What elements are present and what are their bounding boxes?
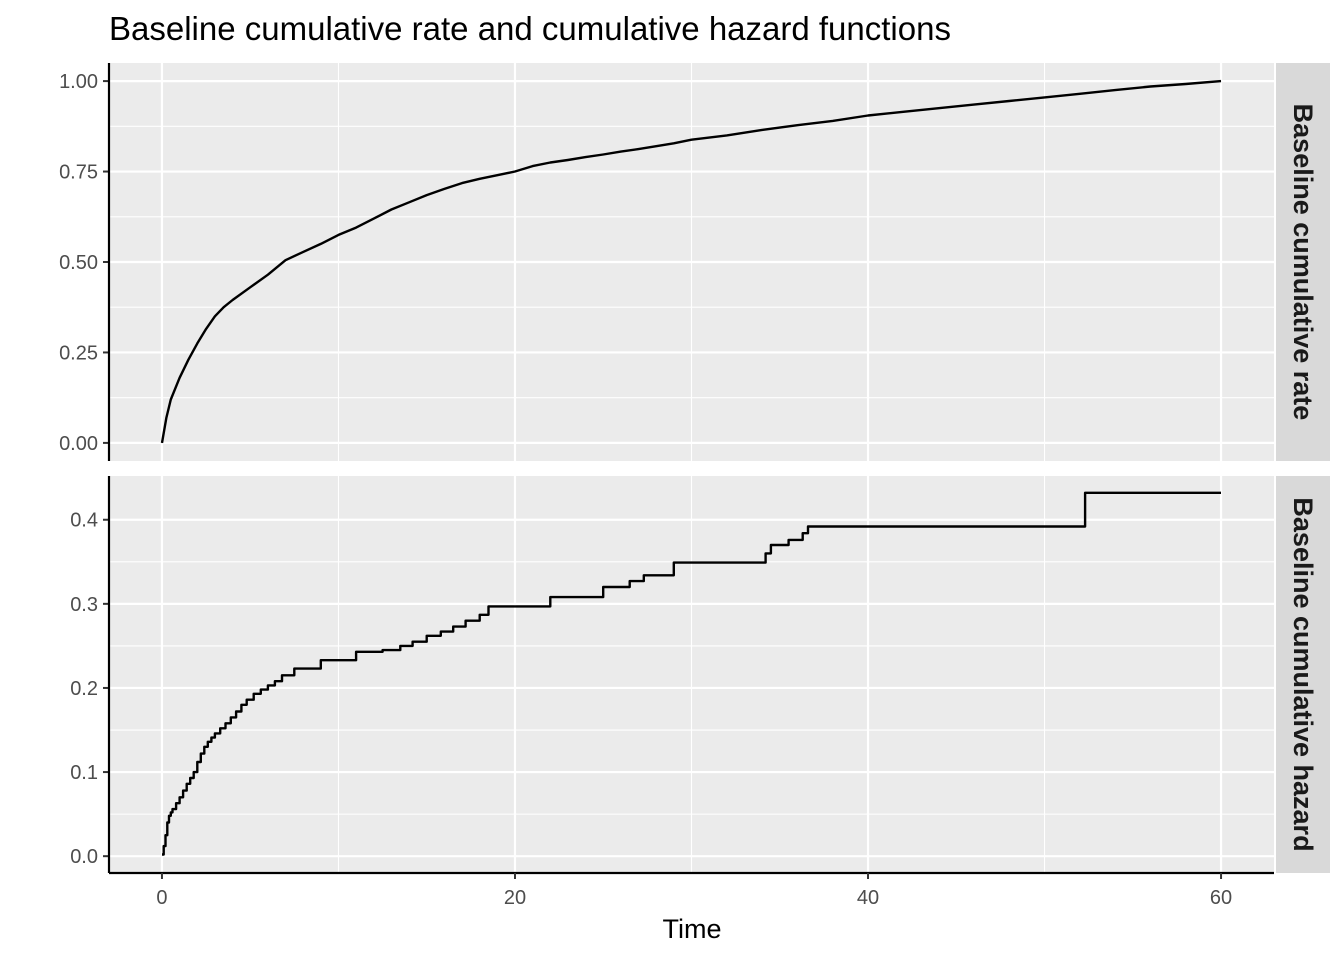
chart-title: Baseline cumulative rate and cumulative …: [109, 10, 951, 47]
y-tick-label: 0.3: [70, 594, 98, 616]
panel-cumulative-rate: 0.00 0.25 0.50 0.75 1.00 Baseline cumulative …: [59, 63, 1330, 461]
y-tick-label: 0.75: [59, 162, 98, 184]
y-tick-label: 0.0: [70, 846, 98, 868]
y-tick-label: 0.50: [59, 252, 98, 274]
panel-cumulative-hazard: 0.0 0.1 0.2 0.3 0.4 Baseline cumulative hazar…: [70, 476, 1330, 873]
x-tick-label: 40: [857, 887, 879, 909]
series-line: [160, 79, 1222, 444]
y-tick-label: 0.00: [59, 433, 98, 455]
strip-label: Baseline cumulative rate: [1288, 104, 1318, 421]
strip-background: [1276, 476, 1330, 873]
y-tick-label: 1.00: [59, 71, 98, 93]
x-tick-label: 0: [156, 887, 167, 909]
x-tick-label: 60: [1210, 887, 1232, 909]
y-tick-label: 0.2: [70, 678, 98, 700]
x-tick-label: 20: [504, 887, 526, 909]
y-tick-label: 0.1: [70, 762, 98, 784]
strip-label: Baseline cumulative hazard: [1288, 497, 1318, 851]
x-axis: 0 20 40 60: [109, 871, 1274, 909]
x-axis-title: Time: [663, 914, 722, 944]
strip-background: [1276, 63, 1330, 461]
y-tick-label: 0.25: [59, 342, 98, 364]
y-tick-label: 0.4: [70, 510, 98, 532]
series-line: [162, 491, 1221, 856]
